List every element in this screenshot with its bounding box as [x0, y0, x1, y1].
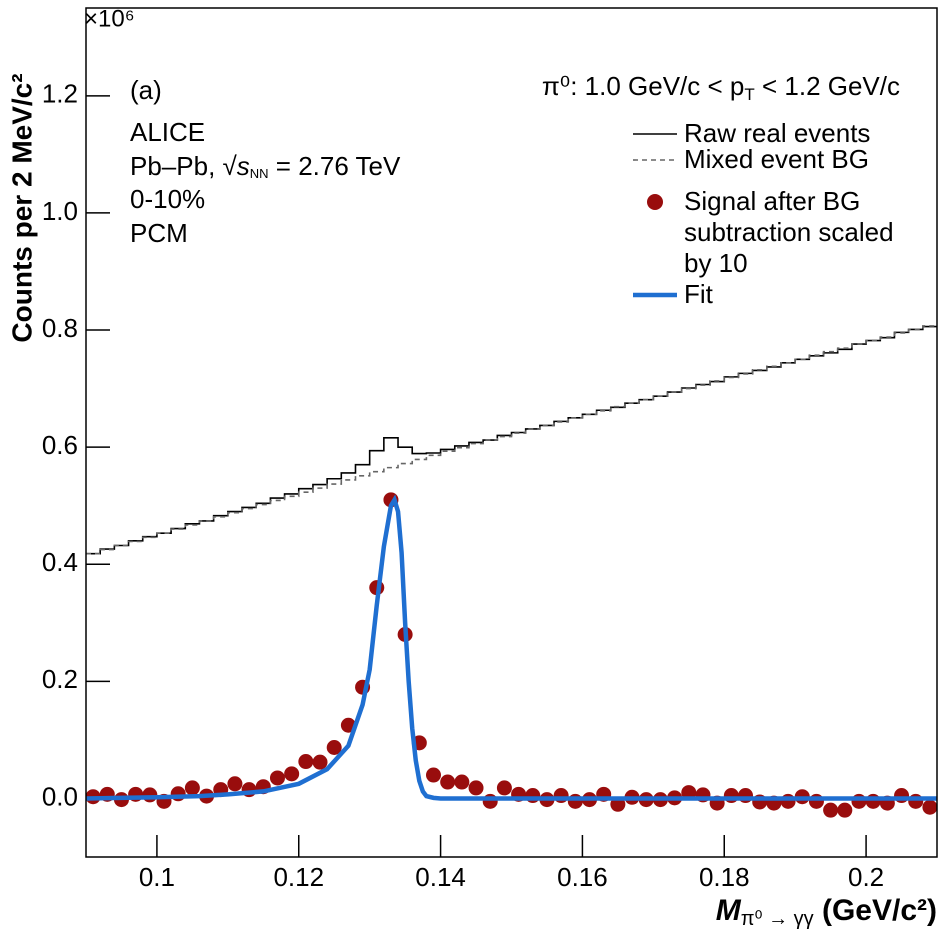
x-label-symbol: M — [716, 894, 742, 927]
signal-point — [922, 799, 938, 815]
y-tick-label: 0.4 — [42, 547, 78, 577]
legend-marker — [647, 194, 663, 210]
y-tick-label: 0.0 — [42, 781, 78, 811]
x-tick-label: 0.2 — [848, 862, 884, 892]
pt-subscript: T — [744, 85, 754, 104]
plot-frame — [85, 7, 938, 858]
y-tick-label: 0.8 — [42, 313, 78, 343]
pt-label: π⁰: 1.0 GeV/c < pT < 1.2 GeV/c — [542, 71, 900, 105]
legend-label: Fit — [684, 279, 713, 309]
signal-point — [567, 793, 583, 809]
y-axis-label: Counts per 2 MeV/c² — [6, 73, 37, 342]
x-axis-label: Mπ⁰ → γγ (GeV/c²) — [716, 894, 937, 930]
signal-point — [454, 774, 470, 790]
signal-point — [184, 780, 200, 796]
histogram-line — [86, 325, 937, 555]
signal-point — [496, 780, 512, 796]
y-tick-label: 0.2 — [42, 664, 78, 694]
experiment: ALICE — [130, 117, 205, 147]
y-tick-label: 0.6 — [42, 430, 78, 460]
system-subscript: NN — [250, 166, 269, 181]
x-label-unit: (GeV/c²) — [814, 894, 937, 927]
x-tick-label: 0.16 — [557, 862, 608, 892]
signal-point — [865, 793, 881, 809]
legend-label: Mixed event BG — [684, 144, 869, 174]
signal-point — [142, 787, 158, 803]
system-text: Pb–Pb, √ — [130, 151, 238, 181]
legend-label: Signal after BG subtraction scaled by 10 — [684, 186, 894, 278]
signal-point — [738, 788, 754, 804]
centrality: 0-10% — [130, 184, 205, 214]
system-s: s — [237, 151, 250, 181]
multiplier: ×10⁶ — [84, 5, 135, 32]
signal-point — [837, 802, 853, 818]
pt-text: < 1.2 GeV/c — [755, 71, 900, 101]
signal-point — [525, 788, 541, 804]
system: Pb–Pb, √sNN = 2.76 TeV — [130, 151, 401, 182]
signal-point — [326, 740, 342, 756]
signal-point — [908, 793, 924, 809]
signal-point — [894, 788, 910, 804]
x-tick-label: 0.14 — [415, 862, 466, 892]
legend-label: Raw real events — [684, 118, 871, 148]
signal-point — [808, 793, 824, 809]
signal-point — [298, 754, 314, 770]
y-tick-label: 1.2 — [42, 79, 78, 109]
system-text: = 2.76 TeV — [269, 151, 401, 181]
signal-point — [312, 754, 328, 770]
signal-point — [553, 788, 569, 804]
signal-point — [227, 776, 243, 792]
x-label-subscript: π⁰ → γγ — [741, 908, 814, 930]
x-tick-label: 0.1 — [139, 862, 175, 892]
x-tick-label: 0.12 — [273, 862, 324, 892]
signal-point — [425, 767, 441, 783]
x-tick-label: 0.18 — [699, 862, 750, 892]
method: PCM — [130, 218, 188, 248]
y-tick-label: 1.0 — [42, 196, 78, 226]
signal-point — [269, 770, 285, 786]
signal-point — [482, 793, 498, 809]
signal-point — [723, 788, 739, 804]
signal-point — [780, 793, 796, 809]
fit-line — [85, 494, 937, 801]
signal-point — [468, 780, 484, 796]
signal-point — [440, 774, 456, 790]
signal-point — [284, 766, 300, 782]
signal-point — [823, 802, 839, 818]
pt-text: π⁰: 1.0 GeV/c < p — [542, 71, 745, 101]
signal-point — [851, 793, 867, 809]
histogram-line — [86, 325, 937, 555]
panel-label: (a) — [130, 75, 162, 105]
